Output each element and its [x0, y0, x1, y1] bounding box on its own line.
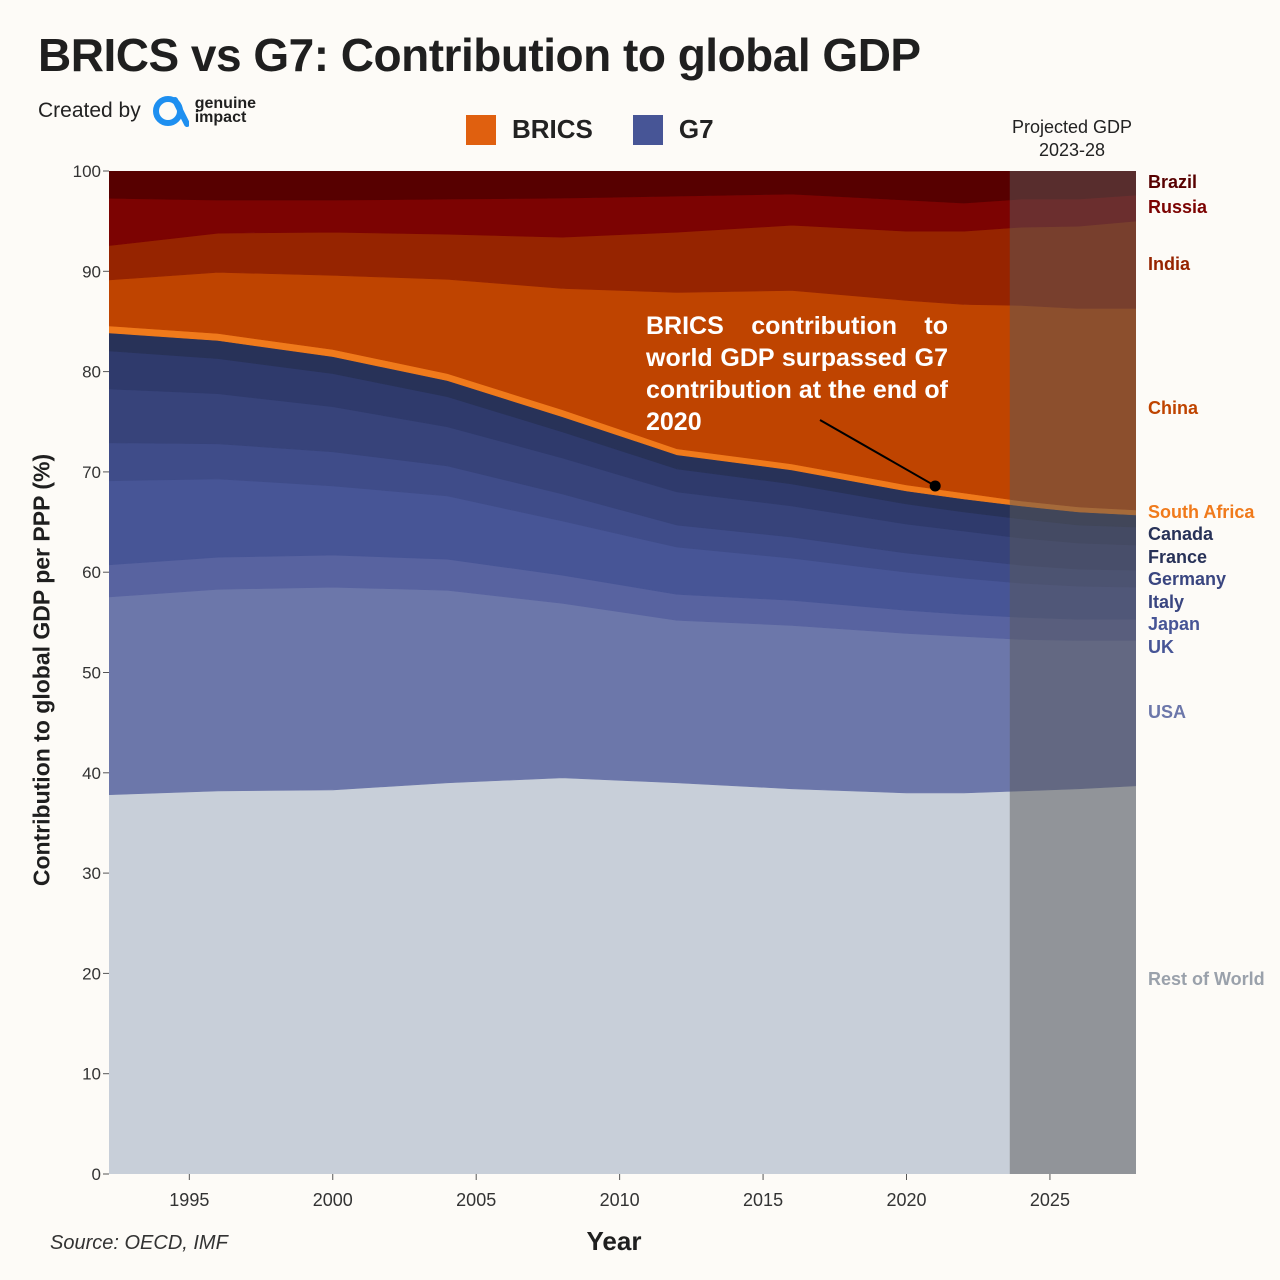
- x-tick-label: 2020: [886, 1190, 926, 1210]
- y-tick-label: 50: [82, 664, 101, 683]
- y-axis-label: Contribution to global GDP per PPP (%): [28, 453, 55, 887]
- country-label-germany: Germany: [1148, 569, 1227, 590]
- plot-area: [109, 171, 1136, 1174]
- projection-label: Projected GDP 2023-28: [1002, 116, 1142, 162]
- created-by-label: Created by: [38, 99, 141, 122]
- country-label-uk: UK: [1148, 636, 1174, 657]
- country-label-russia: Russia: [1148, 197, 1208, 218]
- country-label-japan: Japan: [1148, 614, 1201, 635]
- credit: Created by genuine impact: [38, 94, 256, 128]
- y-tick-label: 30: [82, 864, 101, 883]
- country-label-china: China: [1148, 398, 1199, 419]
- logo-words: genuine impact: [194, 95, 257, 126]
- y-tick-label: 70: [82, 463, 101, 482]
- legend-item-g7: G7: [632, 114, 714, 145]
- legend-swatch-brics: [466, 114, 496, 145]
- legend: BRICS G7: [466, 114, 754, 145]
- y-tick-label: 90: [82, 262, 101, 281]
- y-tick-label: 20: [82, 964, 101, 983]
- country-label-italy: Italy: [1148, 591, 1185, 612]
- legend-label-g7: G7: [678, 114, 714, 144]
- chart-title: BRICS vs G7: Contribution to global GDP: [38, 29, 921, 81]
- x-tick-label: 2025: [1030, 1190, 1070, 1210]
- projection-label-line-2: 2023-28: [1038, 140, 1106, 160]
- country-label-usa: USA: [1148, 702, 1187, 723]
- annotation-pointer: [819, 419, 936, 487]
- country-label-rest-of-world: Rest of World: [1148, 968, 1265, 989]
- country-label-canada: Canada: [1148, 524, 1214, 545]
- source-note: Source: OECD, IMF: [50, 1232, 228, 1254]
- area-rest-of-world: [109, 777, 1136, 1174]
- projection-overlay: [1009, 171, 1136, 1174]
- country-label-india: India: [1148, 253, 1191, 274]
- x-tick-label: 2005: [456, 1190, 496, 1210]
- y-tick-label: 80: [82, 363, 101, 382]
- x-axis-label: Year: [586, 1226, 642, 1256]
- country-label-south-africa: South Africa: [1148, 501, 1255, 522]
- annotation-text: BRICS contribution to world GDP surpasse…: [646, 312, 948, 436]
- country-label-brazil: Brazil: [1148, 172, 1198, 193]
- legend-swatch-g7: [632, 114, 663, 145]
- y-tick-label: 0: [92, 1165, 101, 1184]
- annotation-marker: [929, 480, 941, 492]
- genuine-impact-logo-icon: [152, 96, 189, 127]
- x-tick-label: 2000: [313, 1190, 353, 1210]
- x-tick-label: 1995: [169, 1190, 209, 1210]
- projection-label-line-1: Projected GDP: [1011, 117, 1133, 137]
- y-tick-label: 100: [73, 162, 101, 181]
- area-brazil: [109, 171, 1136, 204]
- country-label-france: France: [1148, 546, 1208, 567]
- x-tick-label: 2015: [743, 1190, 783, 1210]
- logo-line-1: genuine: [194, 95, 257, 112]
- y-tick-label: 10: [82, 1065, 101, 1084]
- x-tick-label: 2010: [600, 1190, 640, 1210]
- logo-line-2: impact: [194, 109, 247, 126]
- legend-item-brics: BRICS: [466, 114, 593, 145]
- y-tick-label: 40: [82, 764, 101, 783]
- y-tick-label: 60: [82, 563, 101, 582]
- legend-label-brics: BRICS: [512, 114, 593, 144]
